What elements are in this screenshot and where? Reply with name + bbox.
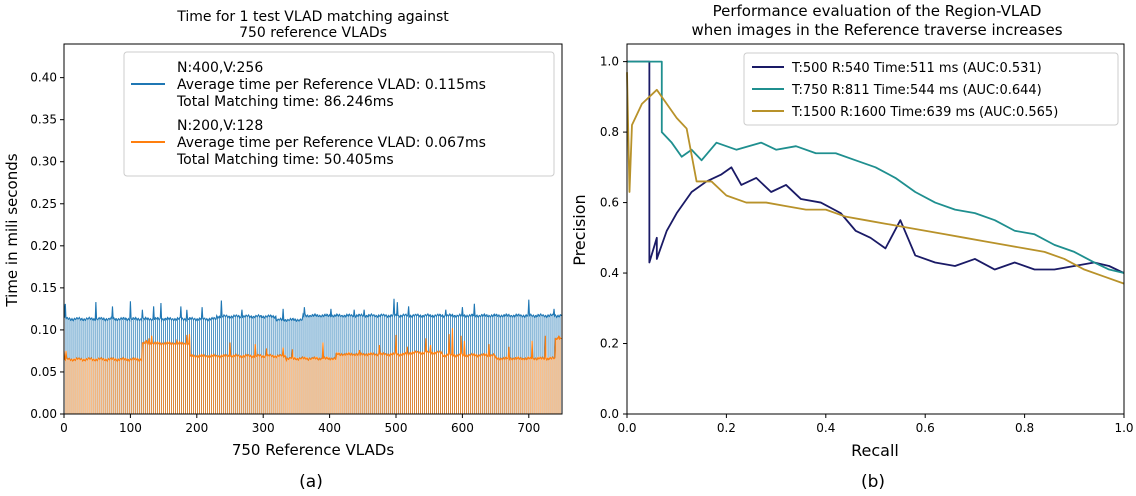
chart-a: Time for 1 test VLAD matching against 75… — [3, 9, 563, 492]
chart-a-legend-1-line-3: Total Matching time: 50.405ms — [176, 152, 394, 168]
chart-a-legend-box — [123, 51, 555, 177]
chart-a-plot-area — [63, 298, 562, 414]
chart-b-xtick-label-0: 0.0 — [617, 421, 636, 435]
chart-a-ytick-label-1: 0.05 — [30, 365, 57, 379]
chart-a-xlabel: 750 Reference VLADs — [232, 441, 394, 459]
chart-a-xtick-label-1: 100 — [119, 421, 142, 435]
chart-b-ytick-label-1: 0.2 — [600, 337, 619, 351]
chart-b-legend-1: T:750 R:811 Time:544 ms (AUC:0.644) — [791, 83, 1042, 98]
chart-b-y-axis: 0.0 0.2 0.4 0.6 0.8 1.0 — [600, 55, 627, 421]
chart-b-legend-2: T:1500 R:1600 Time:639 ms (AUC:0.565) — [791, 105, 1058, 120]
chart-a-ytick-label-4: 0.20 — [30, 239, 57, 253]
chart-a-xtick-label-4: 400 — [318, 421, 341, 435]
chart-a-xtick-label-2: 200 — [185, 421, 208, 435]
chart-a-ylabel: Time in mili seconds — [3, 153, 21, 307]
chart-b: Performance evaluation of the Region-VLA… — [570, 2, 1134, 492]
chart-b-x-axis: 0.0 0.2 0.4 0.6 0.8 1.0 — [617, 414, 1134, 435]
chart-a-xtick-label-3: 300 — [252, 421, 275, 435]
chart-b-legend-0: T:500 R:540 Time:511 ms (AUC:0.531) — [791, 61, 1042, 76]
chart-a-frame — [63, 43, 563, 415]
chart-b-title-line-1: Performance evaluation of the Region-VLA… — [713, 2, 1042, 20]
chart-a-legend-1-line-2: Average time per Reference VLAD: 0.067ms — [177, 135, 486, 151]
chart-b-frame — [626, 43, 1125, 415]
chart-b-ylabel: Precision — [570, 194, 589, 265]
chart-b-caption: (b) — [861, 472, 885, 492]
chart-b-series-2-line — [626, 72, 1125, 285]
chart-b-series-1-line — [627, 60, 1125, 274]
chart-b-ytick-label-0: 0.0 — [600, 407, 619, 421]
chart-a-xtick-label-6: 600 — [451, 421, 474, 435]
chart-b-xtick-label-3: 0.6 — [916, 421, 935, 435]
chart-a-series-0-line — [63, 298, 562, 323]
chart-b-ytick-label-2: 0.4 — [600, 266, 619, 280]
chart-a-legend-0-line-2: Average time per Reference VLAD: 0.115ms — [177, 77, 486, 93]
chart-a-y-axis: 0.00 0.05 0.10 0.15 0.20 0.25 0.30 0.35 0.40 — [30, 71, 64, 421]
chart-b-legend: T:500 R:540 Time:511 ms (AUC:0.531) T:75… — [743, 52, 1119, 126]
chart-b-plot-area — [626, 60, 1125, 285]
chart-b-xtick-label-1: 0.2 — [717, 421, 736, 435]
chart-a-ytick-label-2: 0.10 — [30, 323, 57, 337]
chart-a-legend-1-line-1: N:200,V:128 — [177, 118, 263, 134]
chart-b-xlabel: Recall — [851, 441, 899, 460]
chart-a-legend-0-line-1: N:400,V:256 — [177, 60, 263, 76]
chart-a-xtick-label-7: 700 — [517, 421, 540, 435]
chart-b-xtick-label-2: 0.4 — [816, 421, 835, 435]
chart-a-x-axis: 0 100 200 300 400 500 600 700 — [60, 414, 540, 435]
chart-b-xtick-label-5: 1.0 — [1114, 421, 1133, 435]
chart-b-title-line-2: when images in the Reference traverse in… — [691, 21, 1062, 39]
chart-a-ytick-label-7: 0.35 — [30, 113, 57, 127]
chart-a-series-1-line — [63, 328, 562, 363]
chart-a-xtick-label-5: 500 — [385, 421, 408, 435]
chart-b-series-0-line — [627, 60, 1125, 274]
chart-b-xtick-label-4: 0.8 — [1015, 421, 1034, 435]
chart-b-legend-box — [743, 52, 1119, 126]
chart-a-title-line-1: Time for 1 test VLAD matching against — [176, 9, 449, 25]
chart-b-ytick-label-4: 0.8 — [600, 125, 619, 139]
chart-a-series-1-bars — [63, 328, 561, 414]
chart-a-ytick-label-6: 0.30 — [30, 155, 57, 169]
chart-a-legend-0-line-3: Total Matching time: 86.246ms — [176, 94, 394, 110]
chart-b-ytick-label-3: 0.6 — [600, 196, 619, 210]
chart-a-caption: (a) — [299, 472, 323, 492]
chart-a-ytick-label-5: 0.25 — [30, 197, 57, 211]
chart-a-ytick-label-0: 0.00 — [30, 407, 57, 421]
chart-b-ytick-label-5: 1.0 — [600, 55, 619, 69]
chart-a-legend: N:400,V:256 Average time per Reference V… — [123, 51, 555, 177]
chart-a-xtick-label-0: 0 — [60, 421, 68, 435]
chart-a-title-line-2: 750 reference VLADs — [239, 25, 387, 41]
chart-a-ytick-label-8: 0.40 — [30, 71, 57, 85]
chart-a-ytick-label-3: 0.15 — [30, 281, 57, 295]
